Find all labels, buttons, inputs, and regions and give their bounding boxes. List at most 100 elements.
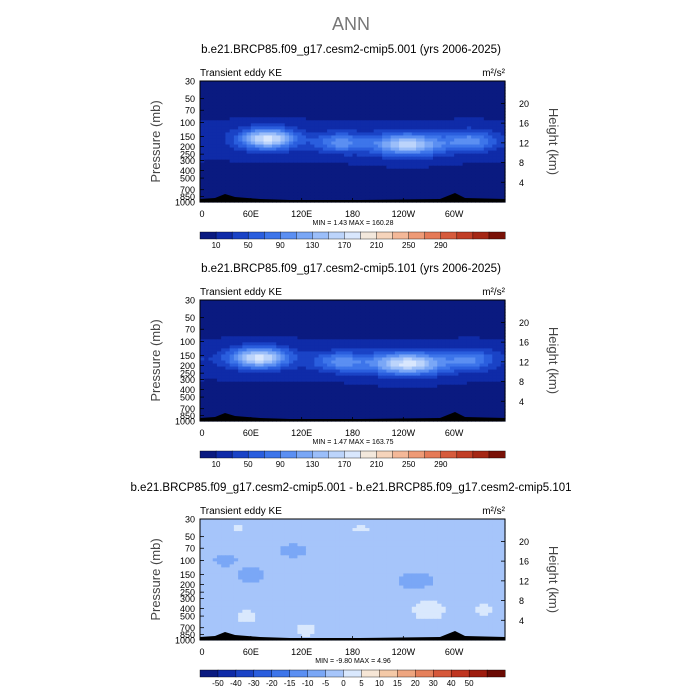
- heat-cell: [424, 339, 430, 343]
- heat-cell: [377, 360, 383, 365]
- heat-cell: [301, 306, 307, 310]
- heat-cell: [462, 120, 468, 124]
- heat-cell: [344, 312, 349, 316]
- heat-cell: [348, 177, 354, 182]
- heat-cell: [483, 108, 489, 112]
- heat-cell: [416, 102, 421, 106]
- heat-cell: [475, 105, 481, 109]
- heat-cell: [263, 342, 269, 346]
- heat-cell: [411, 87, 417, 91]
- heat-cell: [288, 120, 294, 124]
- heat-cell: [259, 150, 265, 155]
- heat-cell: [488, 87, 493, 91]
- heat-cell: [297, 171, 303, 176]
- heat-cell: [233, 192, 239, 197]
- heat-cell: [492, 375, 498, 380]
- heat-cell: [204, 123, 210, 127]
- heat-cell: [344, 180, 349, 185]
- heat-cell: [437, 345, 443, 350]
- heat-cell: [462, 171, 468, 176]
- heat-cell: [377, 93, 383, 97]
- heat-cell: [335, 327, 341, 331]
- heat-cell: [318, 114, 324, 118]
- heat-cell: [344, 126, 349, 131]
- heat-cell: [242, 348, 248, 353]
- heat-cell: [483, 129, 489, 134]
- heat-cell: [377, 108, 383, 112]
- heat-cell: [386, 339, 392, 343]
- heat-cell: [432, 348, 438, 353]
- heat-cell: [288, 168, 294, 173]
- heat-cell: [293, 357, 299, 362]
- heat-cell: [276, 177, 282, 182]
- heat-cell: [348, 339, 354, 343]
- heat-cell: [293, 318, 299, 322]
- heat-cell: [462, 84, 468, 88]
- heat-cell: [488, 303, 493, 307]
- heat-cell: [216, 315, 222, 319]
- heat-cell: [407, 342, 413, 346]
- heat-cell: [276, 339, 282, 343]
- heat-cell: [327, 342, 332, 346]
- heat-cell: [204, 354, 210, 359]
- heat-cell: [416, 180, 421, 185]
- heat-cell: [272, 183, 277, 188]
- heat-cell: [225, 147, 231, 152]
- heat-cell: [276, 150, 282, 155]
- heat-cell: [288, 369, 294, 374]
- heat-cell: [280, 153, 286, 158]
- heat-cell: [318, 186, 324, 191]
- heat-cell: [483, 84, 489, 88]
- heat-cell: [212, 345, 218, 350]
- heat-cell: [479, 195, 485, 200]
- heat-cell: [377, 156, 383, 161]
- heat-cell: [310, 93, 315, 97]
- heat-cell: [432, 126, 438, 131]
- heat-cell: [458, 159, 464, 164]
- heat-cell: [454, 162, 460, 167]
- heat-cell: [327, 372, 332, 377]
- heat-cell: [454, 168, 460, 173]
- heat-cell: [441, 372, 447, 377]
- heat-cell: [399, 351, 404, 356]
- heat-cell: [369, 180, 375, 185]
- heat-cell: [441, 306, 447, 310]
- heat-cell: [339, 99, 345, 103]
- heat-cell: [293, 153, 299, 158]
- heat-cell: [462, 354, 468, 359]
- heat-cell: [305, 168, 311, 173]
- heat-cell: [356, 111, 362, 115]
- heat-cell: [233, 108, 239, 112]
- heat-cell: [335, 159, 341, 164]
- heat-cell: [428, 93, 434, 97]
- heat-cell: [403, 306, 409, 310]
- heat-cell: [255, 333, 260, 337]
- heat-cell: [466, 195, 472, 200]
- heat-cell: [492, 315, 498, 319]
- heat-cell: [369, 144, 375, 149]
- heat-cell: [284, 318, 290, 322]
- heat-cell: [208, 303, 214, 307]
- heat-cell: [297, 372, 303, 377]
- heat-cell: [242, 135, 248, 140]
- heat-cell: [280, 96, 286, 100]
- heat-cell: [233, 96, 239, 100]
- heat-cell: [314, 93, 320, 97]
- heat-cell: [272, 186, 277, 191]
- heat-cell: [437, 318, 443, 322]
- heat-cell: [348, 192, 354, 197]
- heat-cell: [255, 84, 260, 88]
- heat-cell: [276, 141, 282, 146]
- heat-cell: [445, 135, 451, 140]
- heat-cell: [259, 96, 265, 100]
- heat-cell: [276, 354, 282, 359]
- heat-cell: [212, 381, 218, 386]
- heat-cell: [488, 195, 493, 200]
- heat-cell: [331, 174, 337, 179]
- heat-cell: [471, 321, 476, 325]
- heat-cell: [496, 324, 502, 328]
- heat-cell: [416, 345, 421, 350]
- heat-cell: [458, 141, 464, 146]
- heat-cell: [475, 150, 481, 155]
- heat-cell: [471, 381, 476, 386]
